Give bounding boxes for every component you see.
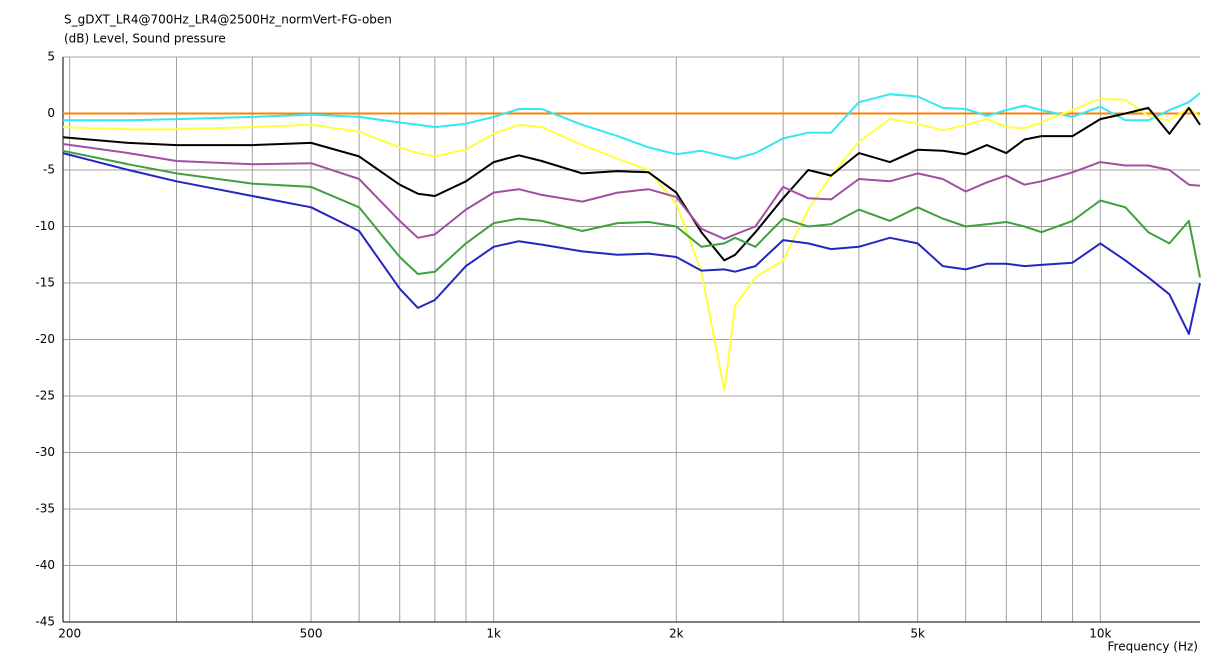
series-line xyxy=(62,149,1201,278)
series-line xyxy=(62,143,1201,240)
series-line xyxy=(62,97,1201,392)
series-line xyxy=(62,152,1201,335)
y-axis-label: (dB) Level, Sound pressure xyxy=(64,32,226,46)
x-tick-label: 5k xyxy=(910,627,925,641)
x-tick-label: 200 xyxy=(58,627,81,641)
y-tick-label: -30 xyxy=(35,445,55,459)
y-tick-label: 5 xyxy=(47,50,55,64)
series-line xyxy=(63,92,1201,160)
y-tick-label: -40 xyxy=(35,558,55,572)
chart-title: S_gDXT_LR4@700Hz_LR4@2500Hz_normVert-FG-… xyxy=(64,13,392,27)
y-tick-label: -35 xyxy=(35,502,55,516)
x-tick-label: 1k xyxy=(486,627,501,641)
y-tick-label: -10 xyxy=(35,219,55,233)
y-tick-label: 0 xyxy=(47,106,55,120)
x-tick-label: 500 xyxy=(300,627,323,641)
y-tick-label: -45 xyxy=(35,615,55,629)
y-tick-label: -20 xyxy=(35,332,55,346)
series-line xyxy=(62,106,1201,262)
y-tick-label: -25 xyxy=(35,389,55,403)
x-tick-label: 2k xyxy=(669,627,684,641)
y-tick-label: -15 xyxy=(35,276,55,290)
x-axis-label: Frequency (Hz) xyxy=(1108,640,1199,654)
y-tick-label: -5 xyxy=(43,163,55,177)
x-tick-label: 10k xyxy=(1089,627,1111,641)
